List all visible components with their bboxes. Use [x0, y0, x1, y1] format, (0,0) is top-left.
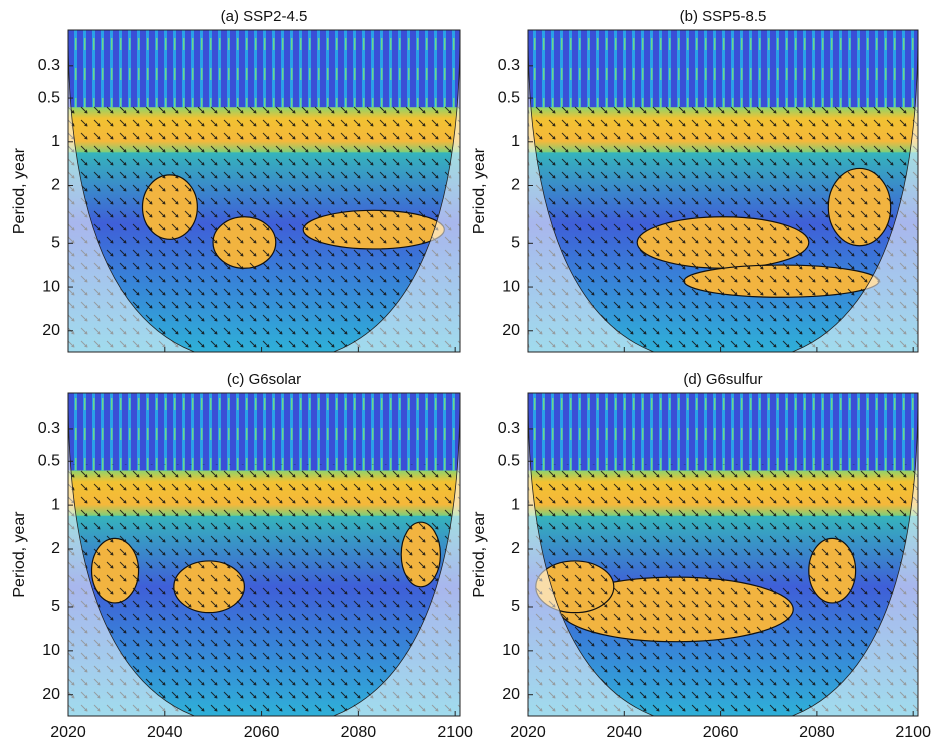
cone-of-influence: [528, 393, 918, 716]
cone-of-influence: [68, 30, 460, 352]
plot-frame: [527, 29, 919, 353]
chart-title: (d) G6sulfur: [683, 371, 762, 388]
y-axis-label: Period, year: [471, 147, 488, 234]
cone-edge: [528, 393, 918, 716]
high-band: [528, 30, 918, 108]
y-tick-label: 1: [51, 496, 60, 513]
x-tick-label: 2020: [510, 724, 546, 741]
high-band: [528, 393, 918, 471]
y-tick-label: 20: [502, 686, 520, 703]
y-tick-label: 1: [511, 133, 520, 150]
y-tick-label: 5: [51, 235, 60, 252]
spectrum: [528, 393, 918, 716]
x-tick-label: 2060: [244, 724, 280, 741]
x-tick-label: 2080: [341, 724, 377, 741]
y-axis-label: Period, year: [11, 511, 28, 598]
chart-title: (a) SSP2-4.5: [221, 8, 308, 25]
y-tick-label: 0.5: [498, 452, 520, 469]
chart-title: (c) G6solar: [227, 371, 301, 388]
x-tick-label: 2100: [437, 724, 473, 741]
y-tick-label: 2: [51, 540, 60, 557]
y-tick-label: 5: [511, 598, 520, 615]
y-tick-label: 0.5: [498, 89, 520, 106]
y-tick-label: 0.3: [498, 57, 520, 74]
y-tick-label: 2: [511, 540, 520, 557]
y-tick-label: 20: [42, 322, 60, 339]
high-band: [68, 393, 460, 471]
plot-frame: [67, 392, 461, 717]
y-tick-label: 10: [42, 278, 60, 295]
x-tick-label: 2040: [606, 724, 642, 741]
x-tick-label: 2020: [50, 724, 86, 741]
y-axis-label: Period, year: [471, 511, 488, 598]
y-tick-label: 0.3: [38, 420, 60, 437]
spectrum: [528, 30, 918, 352]
y-tick-label: 0.5: [38, 452, 60, 469]
panel: 0.3 0.5 1 2 5 10 20 (b) SSP5-8.5 Period, year: [471, 8, 919, 353]
y-axis-label: Period, year: [11, 147, 28, 234]
y-tick-label: 0.5: [38, 89, 60, 106]
y-tick-label: 10: [42, 642, 60, 659]
high-band: [68, 30, 460, 108]
y-tick-label: 5: [511, 235, 520, 252]
y-tick-label: 10: [502, 278, 520, 295]
y-tick-label: 10: [502, 642, 520, 659]
spectrum: [68, 30, 460, 352]
plot-frame: [527, 392, 919, 717]
y-tick-label: 20: [42, 686, 60, 703]
cone-edge: [68, 393, 460, 716]
y-tick-label: 1: [511, 496, 520, 513]
cone-edge: [528, 30, 918, 352]
cone-edge: [68, 30, 460, 352]
x-tick-label: 2080: [799, 724, 835, 741]
panel: 0.3 0.5 1 2 5 10 20 (a) SSP2-4.5 Period, year: [11, 8, 461, 353]
cone-of-influence: [528, 30, 918, 352]
chart-title: (b) SSP5-8.5: [680, 8, 767, 25]
y-tick-label: 1: [51, 133, 60, 150]
cone-of-influence: [68, 393, 460, 716]
y-tick-label: 0.3: [38, 57, 60, 74]
x-tick-label: 2040: [147, 724, 183, 741]
y-tick-label: 2: [51, 177, 60, 194]
x-tick-label: 2060: [703, 724, 739, 741]
y-tick-label: 5: [51, 598, 60, 615]
x-tick-label: 2100: [895, 724, 931, 741]
y-tick-label: 20: [502, 322, 520, 339]
plot-frame: [67, 29, 461, 353]
y-tick-label: 2: [511, 177, 520, 194]
y-tick-label: 0.3: [498, 420, 520, 437]
spectrum: [68, 393, 460, 716]
